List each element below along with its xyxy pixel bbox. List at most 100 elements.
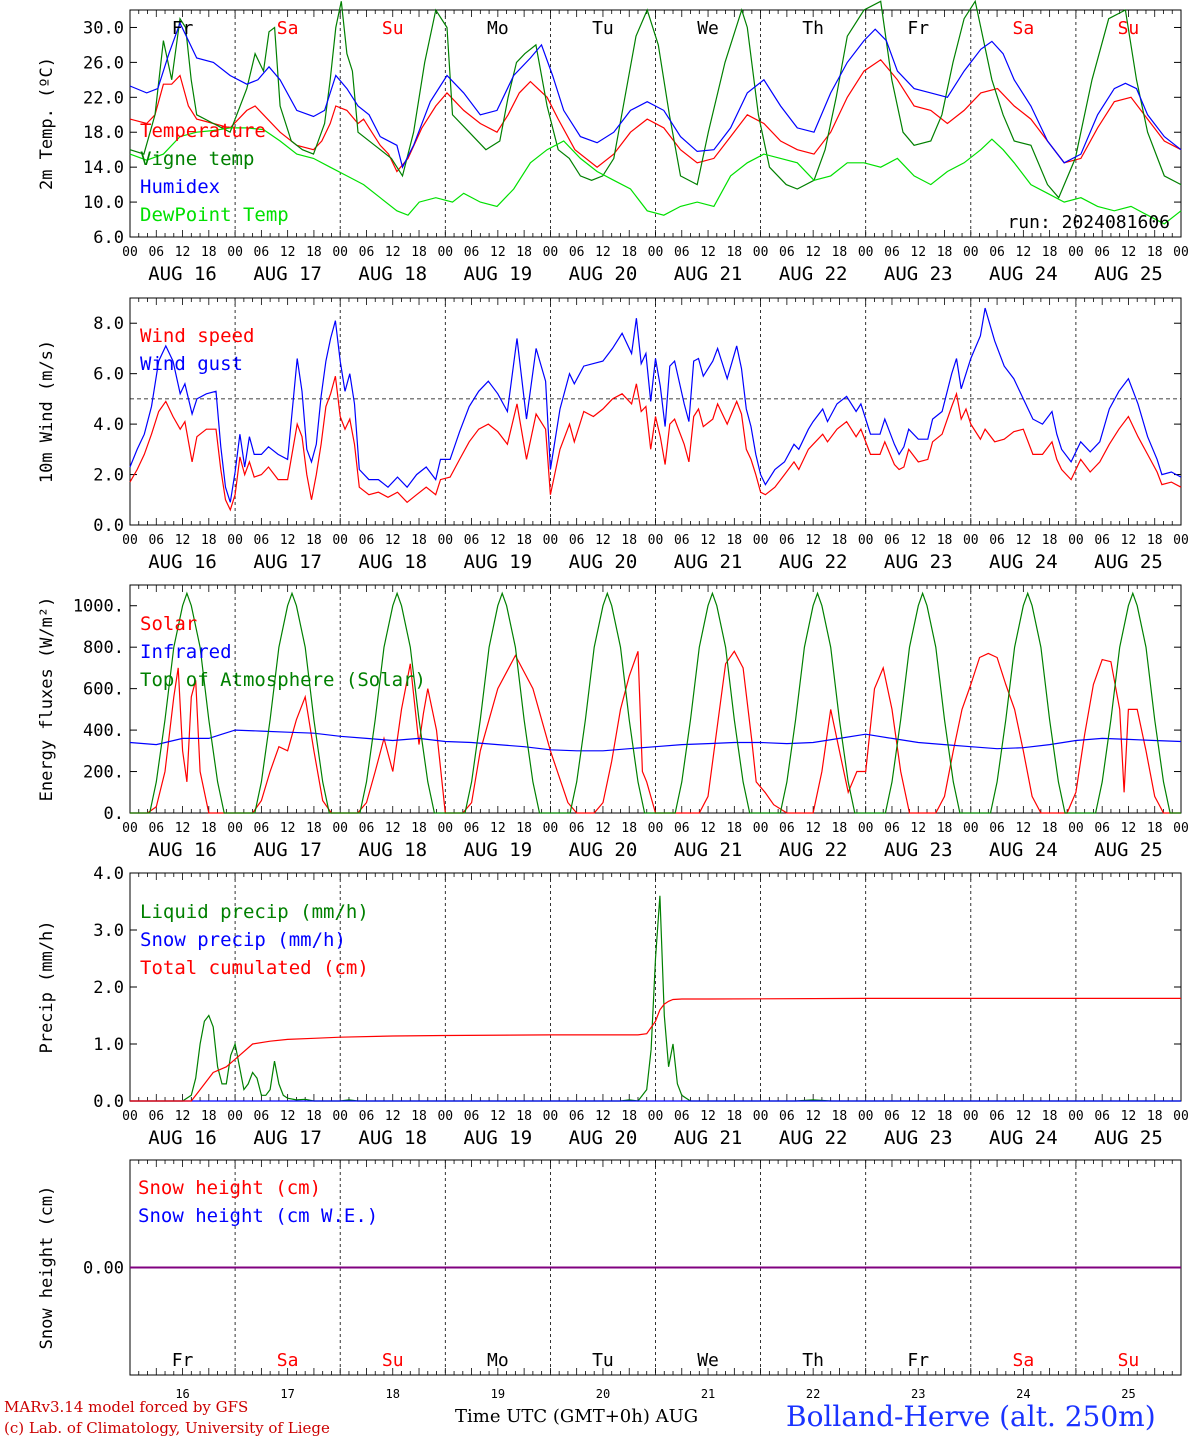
date-label: AUG 16 xyxy=(148,263,217,285)
hour-tick-label: 06 xyxy=(989,245,1005,260)
hour-tick-label: 06 xyxy=(254,821,270,836)
hour-tick-label: 06 xyxy=(464,821,480,836)
hour-tick-label: 06 xyxy=(569,245,585,260)
legend-entry: Top of Atmosphere (Solar) xyxy=(140,669,426,691)
bottom-day-name: Sa xyxy=(1013,1350,1035,1371)
hour-tick-label: 00 xyxy=(648,1109,664,1124)
date-label: AUG 23 xyxy=(884,839,953,861)
hour-tick-label: 00 xyxy=(227,821,243,836)
hour-tick-label: 00 xyxy=(332,1109,348,1124)
hour-tick-label: 12 xyxy=(1121,821,1137,836)
hour-tick-label: 06 xyxy=(674,245,690,260)
date-label: AUG 19 xyxy=(464,839,533,861)
bottom-day-name: Th xyxy=(802,1350,824,1371)
date-label: AUG 22 xyxy=(779,551,848,573)
hour-tick-label: 12 xyxy=(700,245,716,260)
hour-tick-label: 18 xyxy=(621,533,637,548)
hour-tick-label: 12 xyxy=(910,245,926,260)
hour-tick-label: 00 xyxy=(1068,1109,1084,1124)
hour-tick-label: 06 xyxy=(1094,1109,1110,1124)
series-vigne-temp xyxy=(129,0,1182,199)
hour-tick-label: 00 xyxy=(227,1109,243,1124)
series-wind-gust xyxy=(129,307,1182,503)
hour-tick-label: 18 xyxy=(1147,1109,1163,1124)
y-tick-label: 6.0 xyxy=(93,365,124,385)
hour-tick-label: 06 xyxy=(148,821,164,836)
hour-tick-label: 06 xyxy=(569,1109,585,1124)
hour-tick-label: 06 xyxy=(359,821,375,836)
hour-tick-label: 00 xyxy=(1173,1109,1189,1124)
bottom-day-name: Fr xyxy=(907,1350,929,1371)
hour-tick-label: 06 xyxy=(464,245,480,260)
date-label: AUG 21 xyxy=(674,839,743,861)
date-label: AUG 23 xyxy=(884,263,953,285)
y-axis-label: Snow height (cm) xyxy=(37,1186,57,1350)
hour-tick-label: 12 xyxy=(490,821,506,836)
legend-entry: Total cumulated (cm) xyxy=(140,957,369,979)
hour-tick-label: 06 xyxy=(148,245,164,260)
hour-tick-label: 00 xyxy=(543,245,559,260)
hour-tick-label: 12 xyxy=(385,533,401,548)
hour-tick-label: 18 xyxy=(937,821,953,836)
legend-entry: Wind gust xyxy=(140,353,243,375)
hour-tick-label: 00 xyxy=(963,1109,979,1124)
y-tick-label: 6.0 xyxy=(93,228,124,248)
hour-tick-label: 18 xyxy=(621,1109,637,1124)
hour-tick-label: 18 xyxy=(411,533,427,548)
y-axis-label: Precip (mm/h) xyxy=(37,920,57,1053)
hour-tick-label: 18 xyxy=(832,533,848,548)
hour-tick-label: 18 xyxy=(411,1109,427,1124)
lab-credit: (c) Lab. of Climatology, University of L… xyxy=(4,1419,330,1437)
hour-tick-label: 18 xyxy=(621,821,637,836)
date-label: AUG 24 xyxy=(989,839,1058,861)
hour-tick-label: 18 xyxy=(1042,821,1058,836)
hour-tick-label: 00 xyxy=(1173,533,1189,548)
hour-tick-label: 18 xyxy=(201,821,217,836)
hour-tick-label: 06 xyxy=(884,821,900,836)
hour-tick-label: 18 xyxy=(1147,533,1163,548)
y-tick-label: 3.0 xyxy=(93,921,124,941)
y-tick-label: 22.0 xyxy=(83,88,124,108)
date-label: AUG 18 xyxy=(358,263,427,285)
hour-tick-label: 00 xyxy=(122,821,138,836)
y-axis-label: 2m Temp. (ºC) xyxy=(37,57,57,190)
hour-tick-label: 12 xyxy=(175,821,191,836)
hour-tick-label: 18 xyxy=(832,245,848,260)
series-solar xyxy=(130,650,1181,814)
hour-tick-label: 12 xyxy=(280,821,296,836)
hour-tick-label: 06 xyxy=(254,245,270,260)
hour-tick-label: 06 xyxy=(884,245,900,260)
day-header: Th xyxy=(802,18,824,39)
hour-tick-label: 18 xyxy=(832,821,848,836)
date-label: AUG 17 xyxy=(253,1127,322,1149)
bottom-day-number: 16 xyxy=(175,1387,189,1401)
hour-tick-label: 00 xyxy=(437,245,453,260)
hour-tick-label: 12 xyxy=(280,533,296,548)
hour-tick-label: 12 xyxy=(700,1109,716,1124)
hour-tick-label: 00 xyxy=(1173,821,1189,836)
hour-tick-label: 12 xyxy=(1121,1109,1137,1124)
hour-tick-label: 18 xyxy=(621,245,637,260)
y-tick-label: 0.00 xyxy=(83,1259,124,1279)
hour-tick-label: 12 xyxy=(700,533,716,548)
date-label: AUG 17 xyxy=(253,551,322,573)
y-tick-label: 800. xyxy=(83,638,124,658)
hour-tick-label: 18 xyxy=(516,245,532,260)
hour-tick-label: 12 xyxy=(805,1109,821,1124)
hour-tick-label: 06 xyxy=(674,1109,690,1124)
hour-tick-label: 12 xyxy=(175,245,191,260)
day-header: Fr xyxy=(172,18,194,39)
hour-tick-label: 00 xyxy=(858,245,874,260)
series-total-cumulated-cm- xyxy=(130,997,1181,1102)
hour-tick-label: 06 xyxy=(254,533,270,548)
y-tick-label: 0.0 xyxy=(93,1092,124,1112)
bottom-day-number: 25 xyxy=(1121,1387,1135,1401)
hour-tick-label: 12 xyxy=(805,821,821,836)
hour-tick-label: 06 xyxy=(569,821,585,836)
bottom-day-number: 21 xyxy=(701,1387,715,1401)
hour-tick-label: 00 xyxy=(753,821,769,836)
x-axis-label: Time UTC (GMT+0h) AUG xyxy=(455,1406,698,1427)
hour-tick-label: 18 xyxy=(1147,245,1163,260)
date-label: AUG 18 xyxy=(358,551,427,573)
bottom-day-name: Su xyxy=(1118,1350,1140,1371)
